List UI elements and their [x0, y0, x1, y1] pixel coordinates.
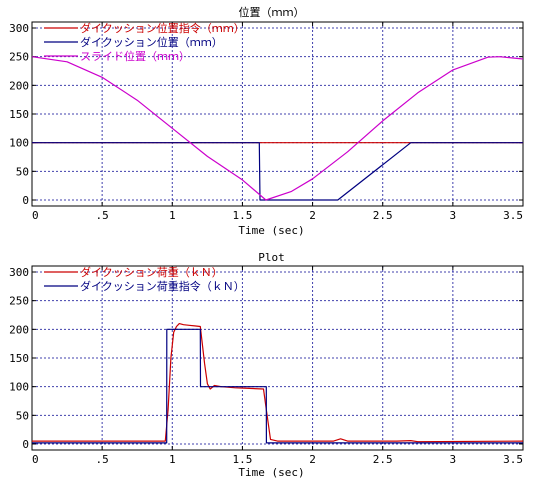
series-line-3	[31, 56, 524, 201]
x-tick-label: 2	[309, 209, 316, 222]
y-tick-label: 0	[22, 438, 29, 451]
y-tick-label: 100	[9, 381, 29, 394]
series-line-2	[32, 328, 523, 444]
x-tick-label: 1	[169, 209, 176, 222]
y-tick-label: 300	[9, 22, 29, 35]
x-tick-label: 0	[32, 453, 39, 466]
x-tick-label: 3.5	[503, 209, 523, 222]
x-tick-label: 3	[450, 209, 457, 222]
x-tick-label: 3.5	[503, 453, 523, 466]
chart-title: 位置（ｍｍ）	[239, 5, 305, 19]
y-tick-label: 150	[9, 108, 29, 121]
y-tick-label: 0	[22, 194, 29, 207]
x-axis-label: Time (sec)	[238, 224, 304, 237]
x-tick-label: 2.5	[373, 453, 393, 466]
x-tick-label: .5	[96, 453, 109, 466]
legend: ダイクッション荷重（ｋＮ）ダイクッション荷重指令（ｋＮ）	[44, 265, 245, 293]
y-tick-label: 250	[9, 51, 29, 64]
legend-label: ダイクッション荷重指令（ｋＮ）	[80, 279, 245, 293]
x-tick-label: 1.5	[232, 209, 252, 222]
x-tick-label: 2.5	[373, 209, 393, 222]
x-tick-label: 1	[169, 453, 176, 466]
x-tick-label: 2	[309, 453, 316, 466]
y-tick-label: 100	[9, 137, 29, 150]
y-tick-label: 50	[16, 165, 29, 178]
y-tick-label: 150	[9, 352, 29, 365]
x-axis-label: Time (sec)	[238, 466, 304, 479]
legend-label: スライド位置（ｍｍ）	[80, 49, 190, 63]
x-tick-label: 0	[32, 209, 39, 222]
y-tick-label: 300	[9, 266, 29, 279]
legend-label: ダイクッション位置（ｍｍ）	[80, 35, 223, 49]
y-tick-label: 250	[9, 295, 29, 308]
chart-title: Plot	[258, 251, 285, 264]
x-tick-label: .5	[96, 209, 109, 222]
x-tick-label: 1.5	[232, 453, 252, 466]
y-tick-label: 200	[9, 323, 29, 336]
series-line-2	[32, 142, 523, 201]
x-tick-label: 3	[450, 453, 457, 466]
legend-label: ダイクッション位置指令（ｍｍ）	[80, 21, 245, 35]
chart-panel-2: 0 50 100 150 200 250 300 0 .5 1 1.5 2 2.5 3 3.5 Plot Tim…	[9, 251, 524, 479]
y-tick-label: 200	[9, 79, 29, 92]
chart-panel-1: 0 50 100 150 200 250 300 0 .5 1 1.5 2 2.5 3 3.5 位置（ｍｍ） T…	[9, 5, 524, 237]
series-line-1	[32, 323, 524, 443]
y-tick-label: 50	[16, 409, 29, 422]
legend: ダイクッション位置指令（ｍｍ）ダイクッション位置（ｍｍ）スライド位置（ｍｍ）	[44, 21, 245, 63]
legend-label: ダイクッション荷重（ｋＮ）	[80, 265, 223, 279]
